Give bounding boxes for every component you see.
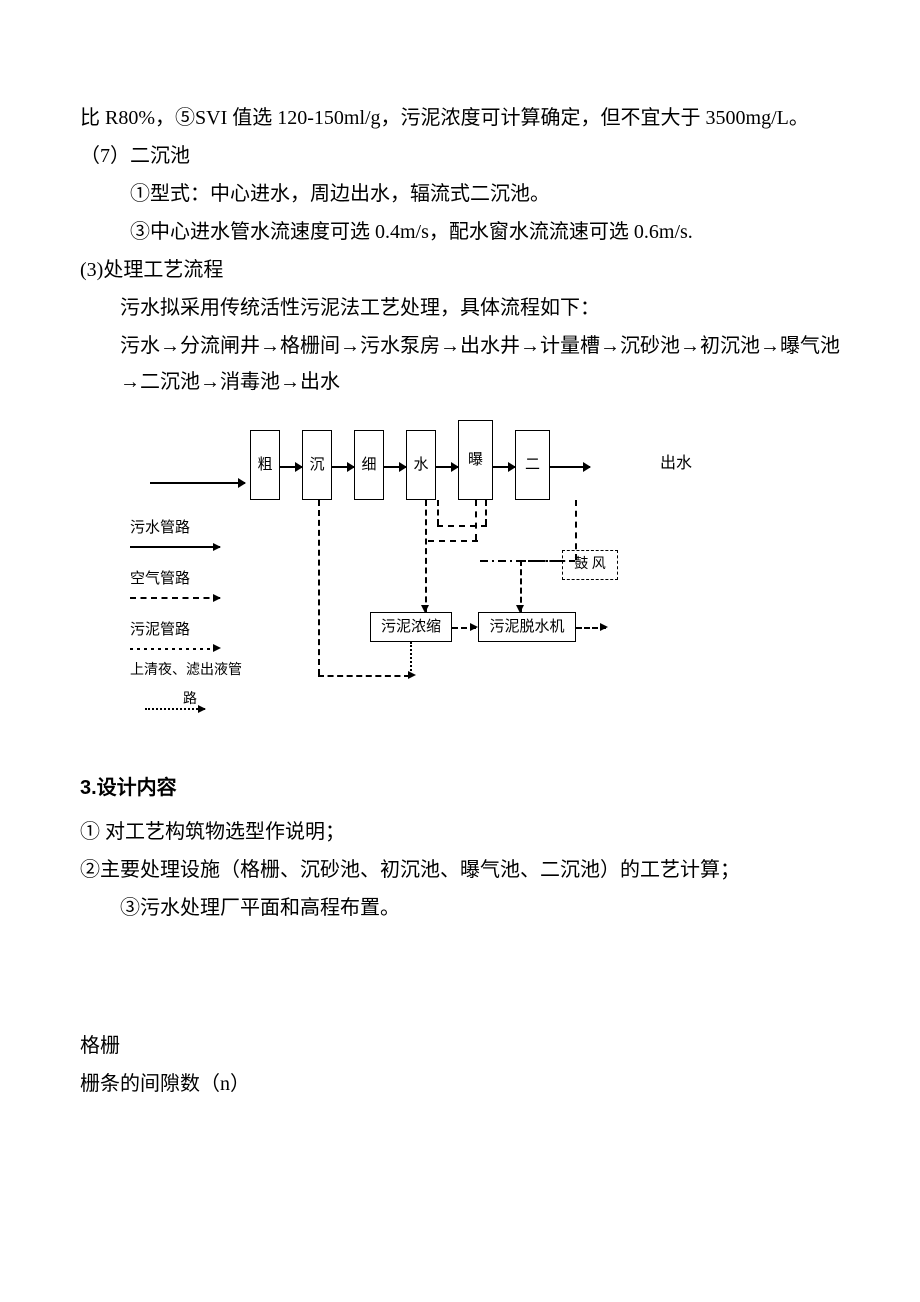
sludge-arrow-4 xyxy=(600,623,608,631)
paragraph-process-desc: 污水拟采用传统活性污泥法工艺处理，具体流程如下： xyxy=(80,290,840,326)
legend-arrow-dash-short xyxy=(130,648,220,650)
section-3-item-2: ②主要处理设施（格栅、沉砂池、初沉池、曝气池、二沉池）的工艺计算； xyxy=(80,852,840,888)
legend-wastewater: 污水管路 xyxy=(130,515,250,542)
output-label: 出水 xyxy=(660,450,692,479)
bottom-gap-count: 栅条的间隙数（n） xyxy=(80,1066,840,1102)
paragraph-flow-text: 污水→分流闸井→格栅间→污水泵房→出水井→计量槽→沉砂池→初沉池→曝气池→二沉池… xyxy=(80,328,840,400)
flow-box-secondary: 二 xyxy=(515,430,550,500)
flow-box-sediment: 沉 xyxy=(302,430,332,500)
supernatant-line xyxy=(410,642,412,675)
flow-boxes-row: 粗 沉 细 水 曝 二 xyxy=(250,420,590,500)
arrow-5 xyxy=(493,466,515,468)
sludge-arrow-2 xyxy=(421,605,429,613)
box-sludge-dewater: 污泥脱水机 xyxy=(478,612,576,642)
arrow-4 xyxy=(436,466,458,468)
box-sludge-concentrate: 污泥浓缩 xyxy=(370,612,452,642)
air-line-1v xyxy=(475,500,477,540)
legend-air: 空气管路 xyxy=(130,566,250,593)
section-3-heading: 3.设计内容 xyxy=(80,770,840,806)
sludge-arrow-3 xyxy=(470,623,478,631)
flow-box-coarse: 粗 xyxy=(250,430,280,500)
air-line-2h xyxy=(437,525,487,527)
paragraph-svi: 比 R80%，⑤SVI 值选 120-150ml/g，污泥浓度可计算确定，但不宜… xyxy=(80,100,840,136)
arrow-inlet xyxy=(150,482,245,484)
legend-arrow-solid xyxy=(130,546,220,558)
sludge-line-3v xyxy=(575,500,577,560)
bottom-grille: 格栅 xyxy=(80,1028,840,1064)
paragraph-section3: (3)处理工艺流程 xyxy=(80,252,840,288)
legend-arrow-dash-long xyxy=(130,597,220,609)
flow-box-aeration: 曝 xyxy=(458,420,493,500)
arrow-3 xyxy=(384,466,406,468)
conn-line-3 xyxy=(520,560,575,562)
flowchart-diagram: 粗 沉 细 水 曝 二 出水 污水管路 空气管路 污泥管路 上清夜、滤出液管 路… xyxy=(130,420,790,730)
paragraph-type: ①型式：中心进水，周边出水，辐流式二沉池。 xyxy=(80,176,840,212)
flow-box-fine: 细 xyxy=(354,430,384,500)
paragraph-velocity: ③中心进水管水流速度可选 0.4m/s，配水窗水流流速可选 0.6m/s. xyxy=(80,214,840,250)
box-blower: 鼓 风 xyxy=(562,550,618,580)
sludge-line-2v xyxy=(425,500,427,612)
air-line-1h xyxy=(428,540,478,542)
arrow-2 xyxy=(332,466,354,468)
arrow-outlet xyxy=(550,466,590,468)
conn-arrow-2 xyxy=(516,605,524,613)
section-3-item-1: ① 对工艺构筑物选型作说明； xyxy=(80,814,840,850)
paragraph-section7: （7）二沉池 xyxy=(80,138,840,174)
air-line-2v xyxy=(485,500,487,525)
sludge-line-1v xyxy=(318,500,320,675)
section-3-item-3: ③污水处理厂平面和高程布置。 xyxy=(80,890,840,926)
flow-box-water: 水 xyxy=(406,430,436,500)
legend-supernatant: 上清夜、滤出液管 xyxy=(130,658,250,683)
legend-sludge: 污泥管路 xyxy=(130,617,250,644)
legend-arrow-dotted xyxy=(145,708,205,720)
conn-line-1 xyxy=(437,500,439,525)
sludge-line-1h xyxy=(318,675,410,677)
diagram-legend: 污水管路 空气管路 污泥管路 上清夜、滤出液管 路 xyxy=(130,515,250,728)
arrow-1 xyxy=(280,466,302,468)
